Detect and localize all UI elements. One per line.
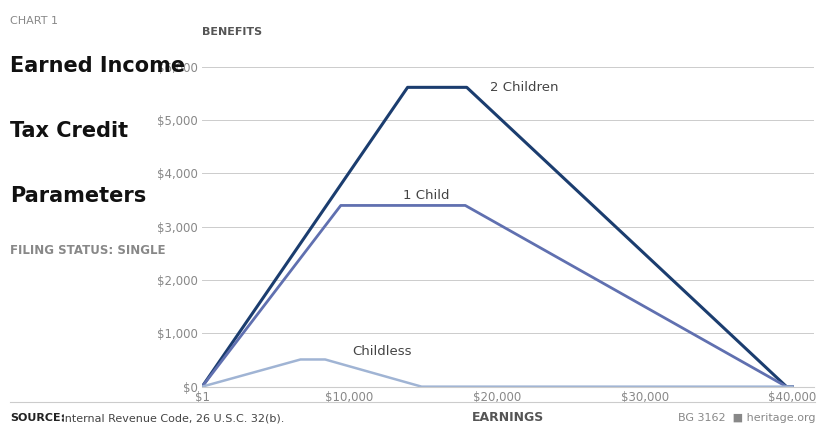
Text: 2 Children: 2 Children [490, 80, 559, 93]
Text: 1 Child: 1 Child [403, 189, 450, 202]
Text: Internal Revenue Code, 26 U.S.C. 32(b).: Internal Revenue Code, 26 U.S.C. 32(b). [58, 413, 284, 423]
Text: CHART 1: CHART 1 [10, 16, 58, 25]
Text: BG 3162  ■ heritage.org: BG 3162 ■ heritage.org [677, 413, 815, 423]
Text: Childless: Childless [352, 346, 412, 358]
Text: Earned Income: Earned Income [10, 56, 185, 76]
Text: Parameters: Parameters [10, 186, 146, 206]
Text: Tax Credit: Tax Credit [10, 121, 128, 141]
Text: SOURCE:: SOURCE: [10, 413, 65, 423]
Text: FILING STATUS: SINGLE: FILING STATUS: SINGLE [10, 244, 165, 257]
Text: BENEFITS: BENEFITS [202, 27, 262, 37]
X-axis label: EARNINGS: EARNINGS [472, 411, 544, 424]
